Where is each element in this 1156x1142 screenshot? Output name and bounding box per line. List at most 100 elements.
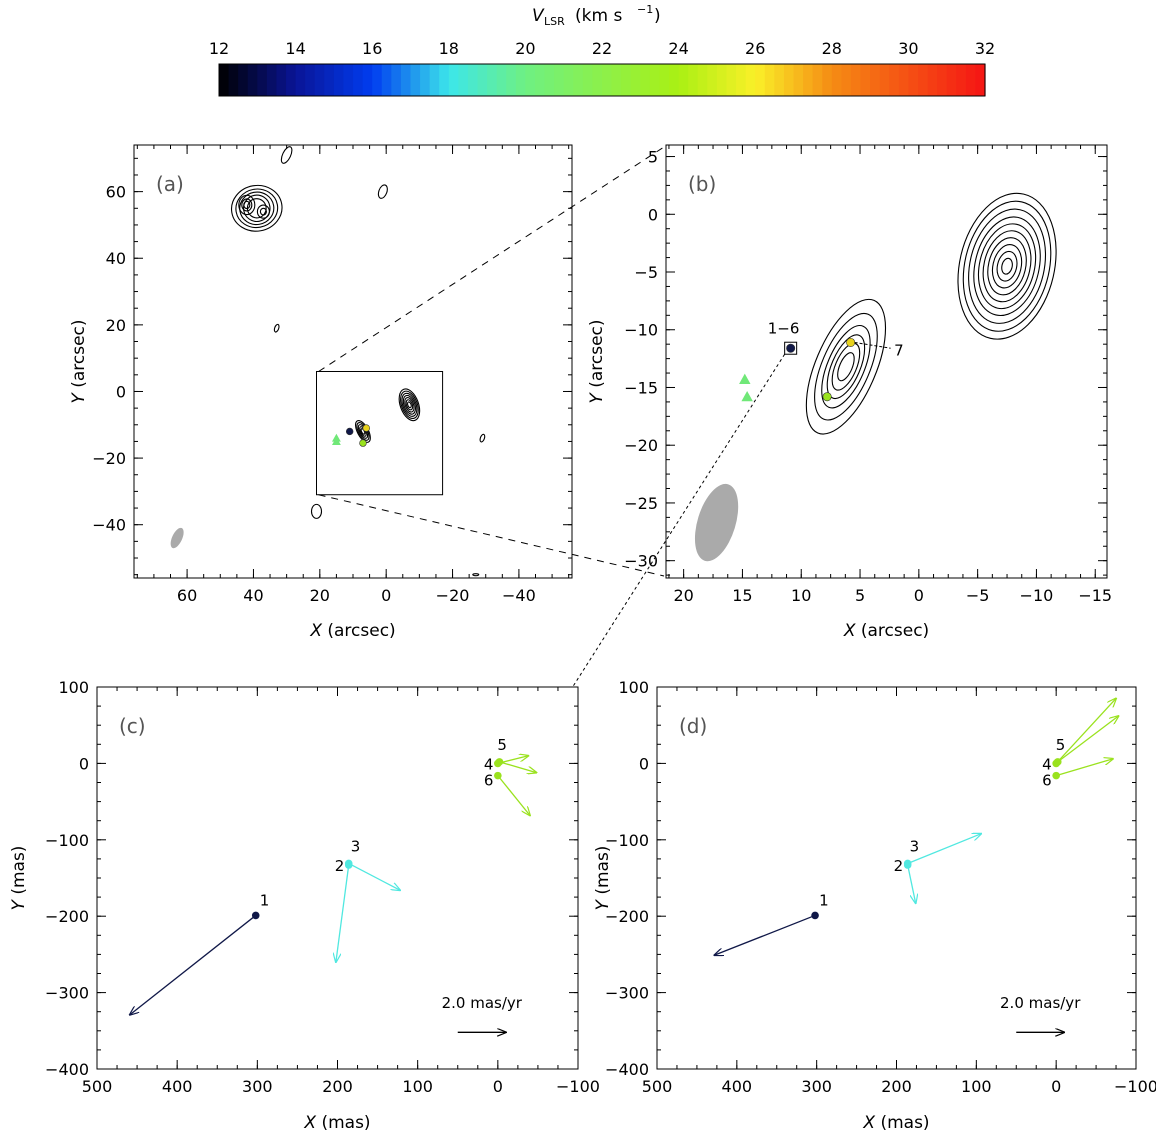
x-tick-label: −20 — [436, 586, 470, 605]
x-axis-label: X (arcsec) — [843, 621, 929, 641]
contour — [230, 184, 283, 232]
y-tick-label: 20 — [106, 316, 126, 335]
colorbar-strip — [276, 64, 287, 96]
y-tick-label: −100 — [45, 831, 89, 850]
panel-label: (c) — [119, 714, 146, 738]
contour — [821, 325, 871, 409]
colorbar-tick-label: 32 — [975, 39, 995, 58]
colorbar-strip — [573, 64, 584, 96]
y-tick-label: −400 — [605, 1060, 649, 1079]
colorbar-strip — [487, 64, 498, 96]
colorbar-strip — [649, 64, 661, 96]
colorbar-strip — [745, 64, 756, 96]
colorbar-strip — [937, 64, 948, 96]
colorbar-strip — [286, 64, 297, 96]
colorbar-strip — [774, 64, 785, 96]
contour — [377, 184, 388, 199]
colorbar-strip — [592, 64, 603, 96]
y-tick-label: −200 — [605, 907, 649, 926]
contour — [402, 394, 417, 415]
colorbar: V LSR (km s −1 ) 12 14 16 18 20 22 24 26 28 30 32 — [209, 3, 995, 97]
zoom-box — [316, 370, 444, 496]
spot-label: 5 — [497, 736, 507, 754]
spot-label: 1 — [260, 891, 270, 909]
spot-label: 4 — [1042, 755, 1052, 773]
contour — [987, 237, 1027, 296]
contour — [243, 200, 251, 210]
x-axis-var: X — [843, 621, 856, 641]
colorbar-strip — [467, 64, 479, 96]
colorbar-strip — [439, 64, 450, 96]
colorbar-tick-label: 22 — [592, 39, 612, 58]
y-tick-label: −100 — [605, 831, 649, 850]
maser-spot — [251, 911, 260, 920]
colorbar-strip — [716, 64, 728, 96]
colorbar-strip — [515, 64, 526, 96]
colorbar-label-exp: −1 — [637, 3, 653, 16]
zoom-box-small — [784, 341, 798, 355]
contour — [991, 244, 1023, 289]
colorbar-strip — [898, 64, 909, 96]
colorbar-tick-label: 18 — [439, 39, 459, 58]
contour — [310, 503, 323, 519]
beam — [694, 483, 739, 562]
colorbar-strip — [669, 64, 680, 96]
contour — [1001, 257, 1013, 275]
contour — [280, 146, 293, 164]
y-axis-var: Y — [69, 392, 89, 404]
contour — [962, 200, 1052, 332]
colorbar-strip — [448, 64, 459, 96]
colorbar-strip — [879, 64, 890, 96]
colorbar-strip — [400, 64, 412, 96]
contour — [472, 573, 480, 577]
spot-label: 2 — [894, 857, 904, 875]
y-tick-label: 0 — [648, 205, 658, 224]
colorbar-strip — [506, 64, 517, 96]
maser-triangle — [741, 390, 753, 402]
colorbar-label-sub: LSR — [544, 15, 565, 28]
colorbar-strip — [238, 64, 249, 96]
y-axis-var: Y — [9, 898, 29, 910]
colorbar-label-close: ) — [654, 6, 661, 26]
colorbar-strip — [688, 64, 699, 96]
y-axis-label: Y (mas) — [9, 846, 29, 911]
colorbar-frame — [218, 63, 986, 97]
y-tick-label: −15 — [624, 378, 658, 397]
contour — [826, 334, 866, 400]
colorbar-tick-label: 12 — [209, 39, 229, 58]
colorbar-strip — [372, 64, 383, 96]
colorbar-strip — [841, 64, 852, 96]
colorbar-strip — [333, 64, 345, 96]
colorbar-tick-label: 28 — [822, 39, 842, 58]
contour — [256, 204, 270, 219]
x-tick-label: 10 — [791, 586, 811, 605]
scale-label: 2.0 mas/yr — [442, 994, 523, 1012]
colorbar-strip — [563, 64, 574, 96]
x-tick-label: 500 — [642, 1077, 673, 1096]
colorbar-strip — [659, 64, 670, 96]
x-axis-unit: (mas) — [316, 1113, 371, 1133]
colorbar-strip — [602, 64, 613, 96]
y-tick-label: 5 — [648, 148, 658, 167]
colorbar-strip — [870, 64, 881, 96]
proper-motion-vector — [130, 914, 257, 1014]
x-tick-label: 300 — [242, 1077, 273, 1096]
y-axis-label: Y (arcsec) — [69, 319, 89, 403]
x-tick-label: 0 — [381, 586, 391, 605]
panel-label: (a) — [156, 172, 184, 196]
proper-motion-vector — [336, 864, 350, 962]
x-tick-label: −10 — [1020, 586, 1054, 605]
x-tick-label: 200 — [322, 1077, 353, 1096]
maser-triangle — [331, 437, 341, 445]
spot-label: 2 — [335, 857, 345, 875]
x-tick-label: 100 — [961, 1077, 992, 1096]
colorbar-strip — [554, 64, 565, 96]
colorbar-strip — [295, 64, 306, 96]
colorbar-strip — [544, 64, 555, 96]
colorbar-strip — [707, 64, 718, 96]
maser-spot — [786, 343, 796, 353]
colorbar-strip — [678, 64, 689, 96]
contour — [400, 390, 419, 420]
colorbar-strip — [429, 64, 440, 96]
colorbar-strip — [946, 64, 957, 96]
